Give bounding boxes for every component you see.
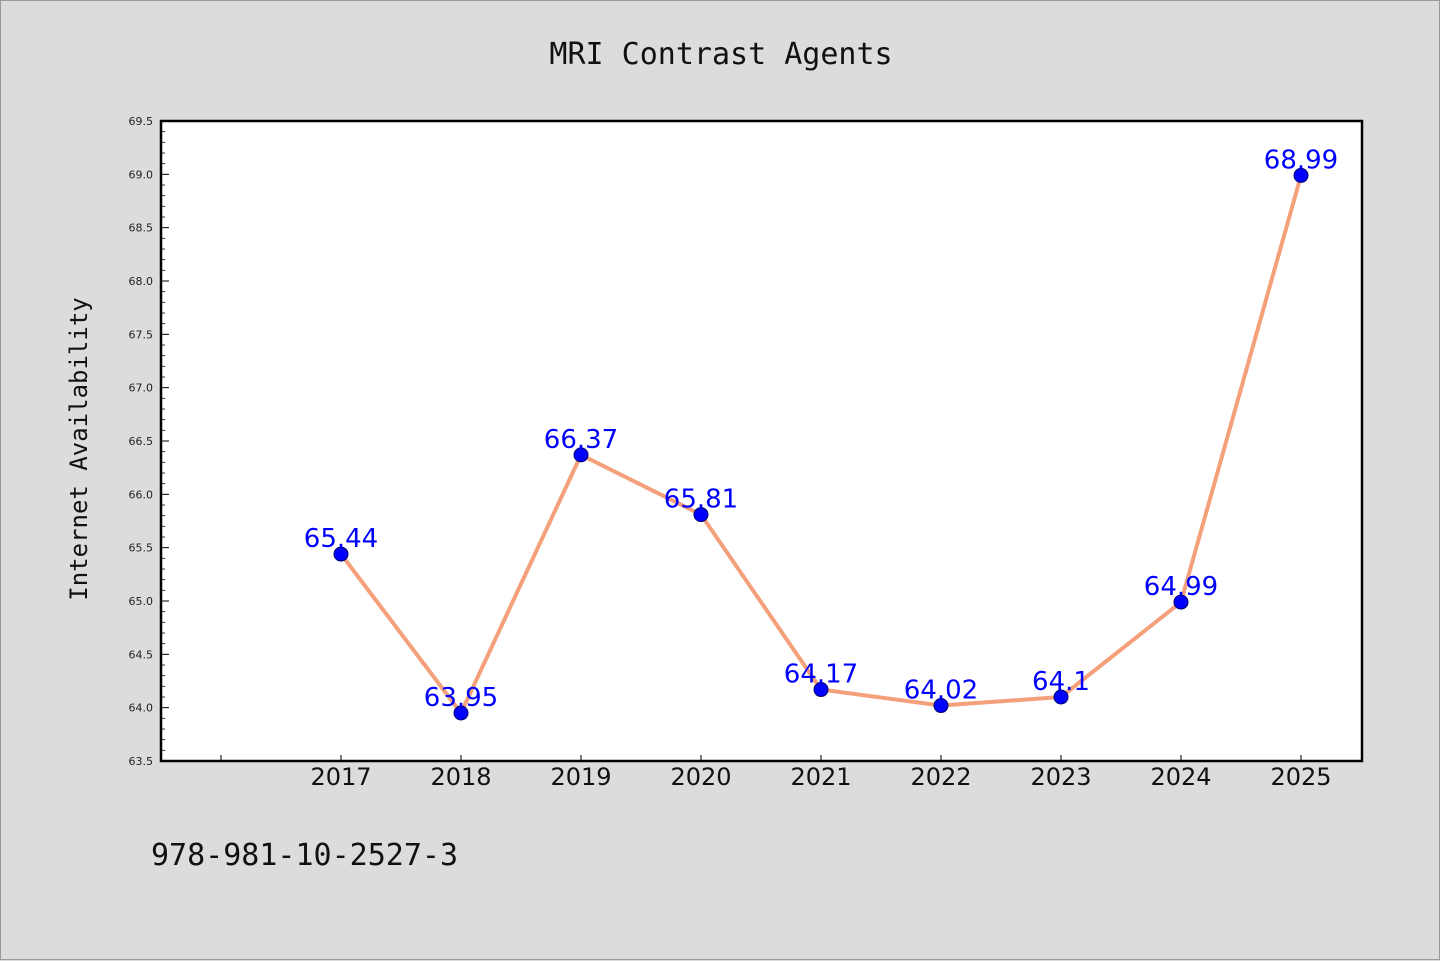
plot-border — [159, 119, 1364, 763]
y-tick-label: 67.0 — [129, 382, 154, 395]
data-label: 68.99 — [1264, 145, 1338, 175]
data-point — [1293, 167, 1309, 183]
data-label: 64.99 — [1144, 572, 1218, 602]
data-label: 64.17 — [784, 660, 858, 690]
series-line-group: 65.44 63.95 66.37 65.81 64.17 64.02 64.1 64.99 6… — [304, 145, 1338, 721]
data-label: 65.44 — [304, 524, 378, 554]
data-label: 65.81 — [664, 485, 738, 515]
y-tick-label: 69.5 — [129, 115, 154, 128]
x-tick-label: 2025 — [1270, 763, 1331, 791]
chart-title: MRI Contrast Agents — [549, 37, 892, 72]
data-point — [573, 447, 589, 463]
x-tick-label: 2023 — [1030, 763, 1091, 791]
y-tick-label: 66.5 — [129, 435, 154, 448]
y-tick-label: 68.5 — [129, 222, 154, 235]
data-point — [813, 682, 829, 698]
data-label: 63.95 — [424, 683, 498, 713]
y-axis: 63.5 64.0 64.5 65.0 65.5 66.0 66.5 67.0 67.5 68.0… — [129, 115, 169, 768]
x-tick-label: 2022 — [910, 763, 971, 791]
data-point — [1053, 689, 1069, 705]
x-tick-label: 2019 — [550, 763, 611, 791]
y-tick-label: 66.0 — [129, 488, 154, 501]
isbn-footer: 978-981-10-2527-3 — [151, 838, 458, 873]
y-axis-label: Internet Availability — [65, 297, 93, 600]
y-tick-label: 69.0 — [129, 168, 154, 181]
x-axis: 2017 2018 2019 2020 2021 2022 2023 2024 2025 — [220, 755, 1332, 791]
data-label: 64.02 — [904, 676, 978, 706]
data-point — [453, 705, 469, 721]
x-tick-label: 2024 — [1150, 763, 1211, 791]
data-point — [333, 546, 349, 562]
data-label: 64.1 — [1032, 667, 1090, 697]
data-point — [693, 507, 709, 523]
y-tick-label: 67.5 — [129, 328, 154, 341]
data-label: 66.37 — [544, 425, 618, 455]
y-tick-label: 68.0 — [129, 275, 154, 288]
y-tick-label: 65.0 — [129, 595, 154, 608]
y-tick-label: 64.0 — [129, 702, 154, 715]
x-tick-label: 2018 — [430, 763, 491, 791]
x-tick-label: 2021 — [790, 763, 851, 791]
plot-area — [161, 121, 1362, 761]
x-tick-label: 2020 — [670, 763, 731, 791]
x-tick-label: 2017 — [310, 763, 371, 791]
y-tick-label: 65.5 — [129, 542, 154, 555]
y-tick-label: 64.5 — [129, 648, 154, 661]
y-tick-label: 63.5 — [129, 755, 154, 768]
data-point — [933, 698, 949, 714]
data-point — [1173, 594, 1189, 610]
